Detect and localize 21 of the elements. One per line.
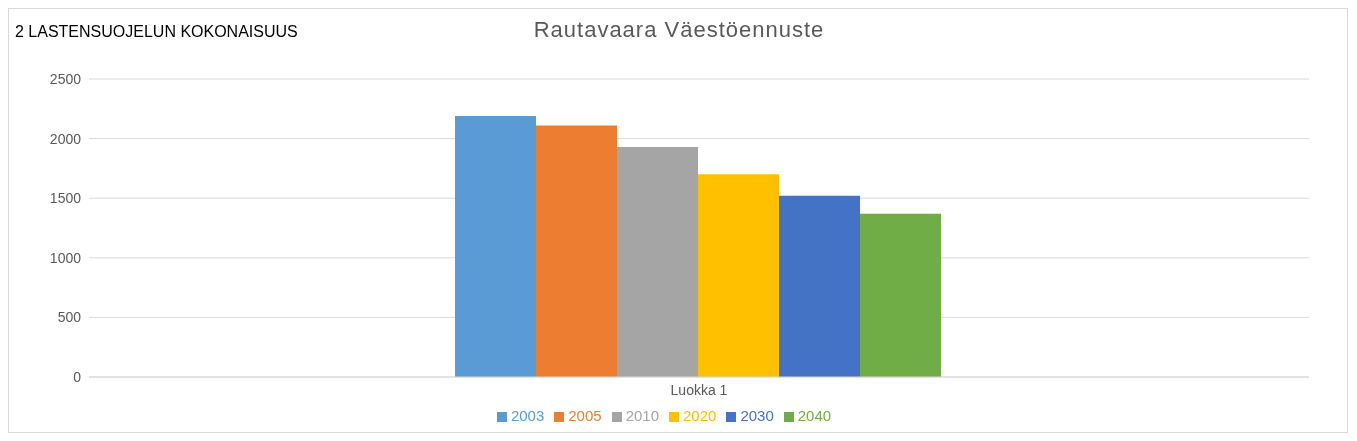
text: 2 LASTENSUOJELUN KOKONAISUUS [15, 23, 298, 41]
bar [779, 195, 860, 377]
legend-label: 2003 [510, 407, 545, 424]
legend-label: 2010 [625, 407, 659, 424]
bar [536, 125, 617, 377]
legend-label: 2005 [568, 407, 602, 424]
bar [617, 146, 698, 377]
y-tick-label: 1000 [49, 249, 82, 266]
x-tick-label: Luokka 1 [670, 381, 728, 398]
legend-label: 2020 [683, 407, 717, 424]
y-tick-label: 2000 [49, 130, 82, 147]
bar [698, 174, 779, 377]
legend-label: 2030 [740, 407, 774, 424]
y-tick-label: 0 [73, 368, 82, 385]
bar [455, 115, 536, 377]
y-tick-label: 2500 [49, 70, 82, 87]
chart-title: Rautavaara Väestöennuste [533, 17, 825, 42]
legend-label: 2040 [797, 407, 832, 424]
bar [860, 213, 941, 377]
y-tick-label: 1500 [49, 190, 82, 207]
y-tick-label: 500 [57, 309, 82, 326]
